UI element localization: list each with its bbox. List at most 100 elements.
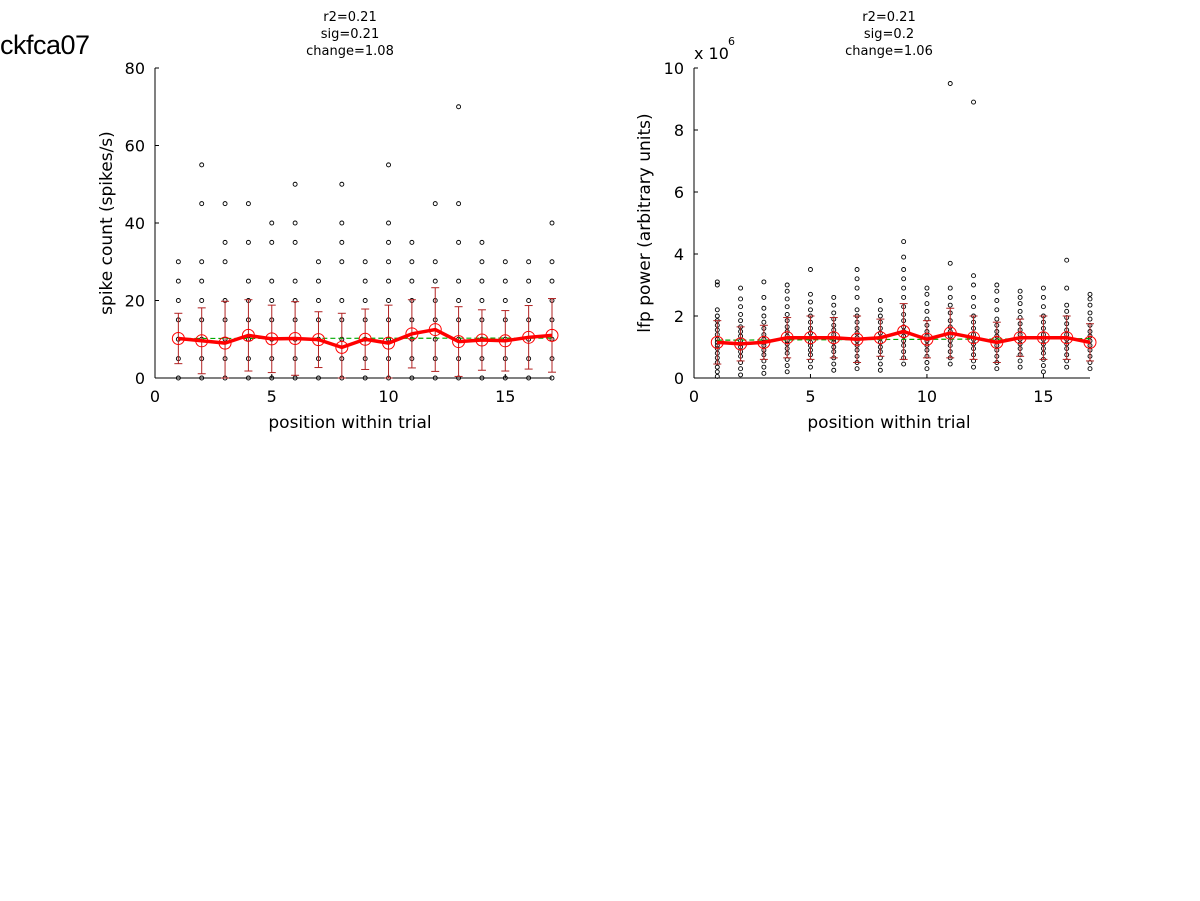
trial-point [1064,302,1070,308]
trial-point [1087,310,1093,316]
x-tick-label: 0 [150,387,160,406]
trial-point [199,201,205,207]
trial-point [339,259,345,265]
trial-point [831,361,837,367]
mean-marker [522,330,536,344]
mean-marker [475,333,489,347]
trial-point [784,363,790,369]
trial-point [479,278,485,284]
trial-point [432,375,438,381]
trial-point [292,220,298,226]
trial-point [1017,358,1023,364]
trial-point [901,239,907,245]
mean-marker [967,331,981,345]
trial-point [947,294,953,300]
trial-point [199,259,205,265]
trial-point [738,372,744,378]
trial-point [901,267,907,272]
trial-point [971,304,976,310]
trial-point [808,291,813,297]
trial-point [502,278,508,284]
trial-point [714,279,720,285]
trial-point [854,285,860,291]
mean-marker [780,331,794,345]
trial-point [526,259,532,265]
trial-point [432,259,438,265]
trial-point [1017,288,1023,294]
trial-point [761,294,767,300]
trial-point [924,285,930,291]
mean-marker [335,340,349,354]
trial-point [924,366,930,372]
trial-point [877,307,883,313]
trial-point [386,278,391,284]
mean-marker [288,331,302,345]
trial-point [738,366,744,372]
lfp-power-panel: r2=0.21 sig=0.2 change=1.06 x 10 6 posit… [635,10,1097,433]
trial-point [971,273,976,279]
mean-marker [498,334,512,348]
plot-area: 0 5 10 15 0 2 4 6 8 10 [664,59,1097,406]
trial-point [292,239,298,245]
trial-point [1017,301,1023,307]
mean-marker [827,331,841,345]
trial-point [947,81,953,86]
trial-point [222,239,228,245]
trial-point [456,239,462,245]
trial-point [901,294,907,300]
trial-point [1040,294,1046,300]
trial-point [456,201,462,207]
trial-point [831,367,837,373]
trial-point [947,285,953,291]
trial-point [761,364,767,370]
y-axis-label: lfp power (arbitrary units) [635,113,655,332]
trial-point [339,181,345,187]
trial-point [245,201,251,207]
trial-point [339,220,345,226]
trial-point [854,307,860,313]
y-tick-label: 20 [125,292,145,311]
trial-point [409,259,415,265]
trial-point [316,375,321,381]
trial-point [901,285,907,291]
trial-point [831,294,837,300]
trial-point [971,294,976,300]
y-exponent-label: x 10 [694,44,729,63]
trial-point [714,307,720,313]
plot-area: 0 5 10 15 0 20 40 60 80 [125,59,559,406]
fit-line [717,338,1091,341]
mean-marker [803,331,817,345]
trial-point [432,201,438,207]
trial-point [808,364,813,370]
trial-point [1040,285,1046,291]
trial-point [947,302,953,308]
trial-point [199,162,205,168]
trial-point [549,259,555,265]
mean-marker [897,325,911,338]
trial-point [316,298,321,303]
mean-marker [710,335,724,349]
y-axis-label: spike count (spikes/s) [97,131,117,315]
trial-point [175,259,181,265]
stats-r2: r2=0.21 [323,10,376,25]
y-tick-label: 0 [135,369,145,388]
trial-point [784,304,790,310]
trial-point [877,361,883,367]
trial-point [761,305,767,311]
trial-point [1064,285,1070,291]
trial-point [502,375,508,381]
trial-point [222,259,228,265]
mean-marker [1013,331,1027,345]
trial-point [714,313,720,319]
trial-point [738,296,744,302]
mean-line [178,327,553,350]
trial-point [432,278,438,284]
trial-point [175,298,181,303]
y-tick-label: 4 [674,245,684,264]
trial-point [386,298,391,303]
y-tick-label: 8 [674,121,684,140]
trial-point [924,308,930,314]
mean-marker [990,335,1004,349]
x-tick-label: 10 [917,387,937,406]
trial-point [971,282,976,288]
